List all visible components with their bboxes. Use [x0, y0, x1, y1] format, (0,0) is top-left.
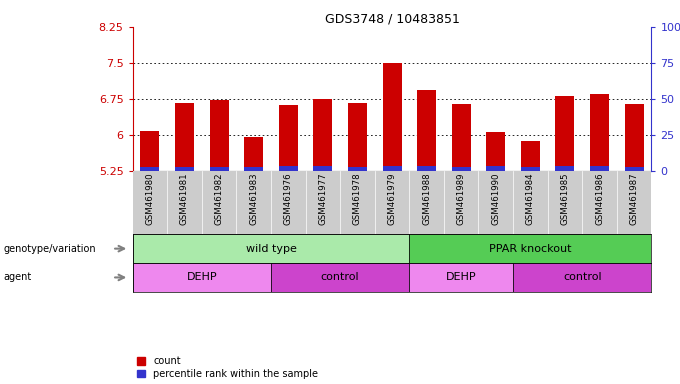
Text: control: control: [321, 272, 360, 283]
Bar: [625, 104, 644, 171]
Text: GSM461976: GSM461976: [284, 173, 293, 225]
Text: agent: agent: [3, 272, 32, 283]
Text: GSM461982: GSM461982: [215, 173, 224, 225]
Text: GSM461979: GSM461979: [388, 173, 396, 225]
Bar: [486, 166, 505, 171]
Bar: [383, 166, 401, 171]
Bar: [175, 103, 194, 171]
Bar: [556, 96, 575, 171]
Bar: [279, 166, 298, 171]
Bar: [348, 103, 367, 171]
Text: GSM461986: GSM461986: [595, 173, 604, 225]
Bar: [590, 94, 609, 171]
Bar: [313, 166, 333, 171]
Bar: [133, 234, 409, 263]
Text: GSM461977: GSM461977: [318, 173, 327, 225]
Text: DEHP: DEHP: [186, 272, 217, 283]
Bar: [209, 100, 228, 171]
Text: genotype/variation: genotype/variation: [3, 243, 96, 254]
Bar: [521, 167, 540, 171]
Bar: [244, 167, 263, 171]
Bar: [409, 263, 513, 292]
Text: GSM461985: GSM461985: [560, 173, 569, 225]
Bar: [271, 263, 409, 292]
Bar: [556, 166, 575, 171]
Text: PPAR knockout: PPAR knockout: [489, 243, 572, 254]
Bar: [348, 167, 367, 171]
Bar: [244, 137, 263, 171]
Bar: [452, 167, 471, 171]
Bar: [625, 167, 644, 171]
Title: GDS3748 / 10483851: GDS3748 / 10483851: [324, 13, 460, 26]
Bar: [409, 234, 651, 263]
Text: control: control: [563, 272, 602, 283]
Text: wild type: wild type: [245, 243, 296, 254]
Bar: [417, 166, 436, 171]
Bar: [133, 263, 271, 292]
Bar: [486, 132, 505, 171]
Bar: [417, 90, 436, 171]
Bar: [452, 104, 471, 171]
Bar: [209, 167, 228, 171]
Bar: [140, 167, 159, 171]
Bar: [175, 167, 194, 171]
Bar: [383, 63, 401, 171]
Text: DEHP: DEHP: [446, 272, 477, 283]
Legend: count, percentile rank within the sample: count, percentile rank within the sample: [137, 356, 318, 379]
Bar: [590, 166, 609, 171]
Bar: [513, 263, 651, 292]
Text: GSM461978: GSM461978: [353, 173, 362, 225]
Bar: [521, 141, 540, 171]
Text: GSM461989: GSM461989: [457, 173, 466, 225]
Bar: [140, 131, 159, 171]
Text: GSM461981: GSM461981: [180, 173, 189, 225]
Text: GSM461987: GSM461987: [630, 173, 639, 225]
Text: GSM461988: GSM461988: [422, 173, 431, 225]
Text: GSM461983: GSM461983: [249, 173, 258, 225]
Text: GSM461980: GSM461980: [146, 173, 154, 225]
Text: GSM461990: GSM461990: [491, 173, 500, 225]
Bar: [313, 99, 333, 171]
Bar: [279, 105, 298, 171]
Text: GSM461984: GSM461984: [526, 173, 535, 225]
